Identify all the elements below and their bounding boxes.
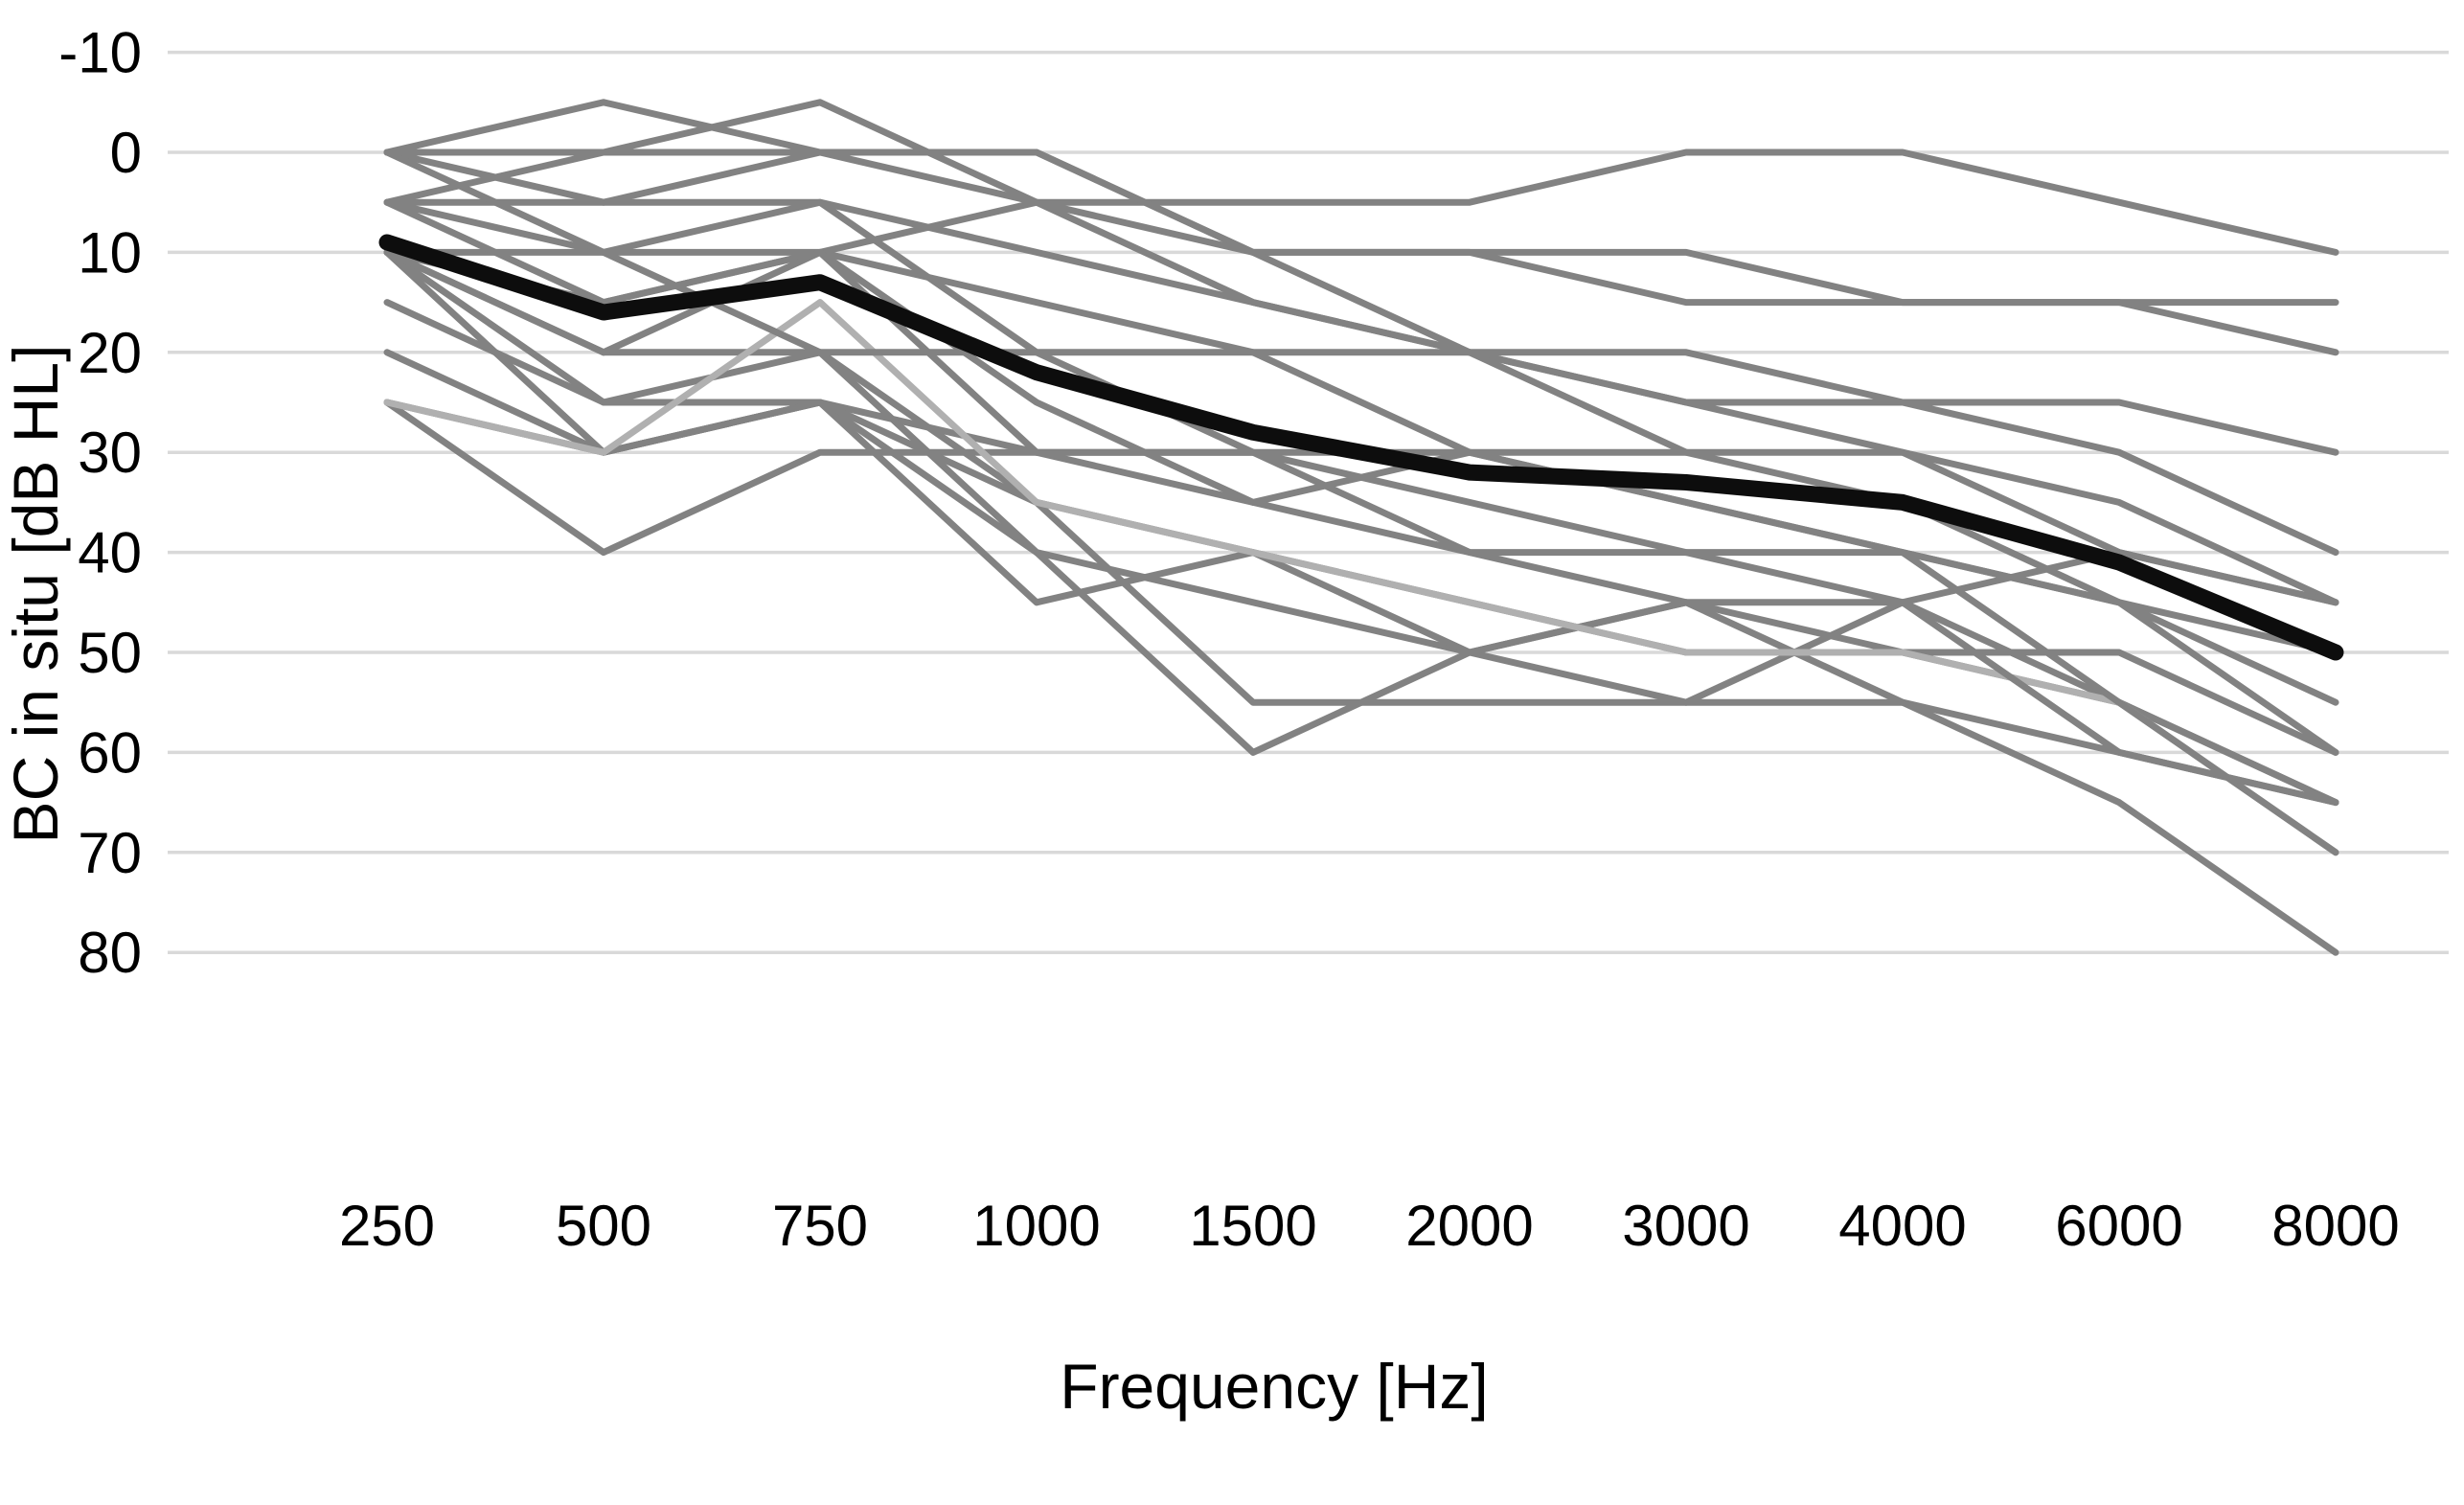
series-line-subject-2 bbox=[383, 148, 2339, 307]
x-tick-label-8000: 8000 bbox=[2271, 1194, 2399, 1258]
y-tick-label-80: 80 bbox=[78, 921, 142, 985]
series-line-subject-7 bbox=[383, 198, 2339, 557]
series-line-subject-16 bbox=[383, 198, 2339, 756]
x-tick-label-2000: 2000 bbox=[1405, 1194, 1533, 1258]
series-line-subject-5 bbox=[383, 148, 2339, 606]
series-line-subject-18 bbox=[383, 198, 2339, 656]
y-tick-label-60: 60 bbox=[78, 720, 142, 785]
x-tick-label-1500: 1500 bbox=[1189, 1194, 1316, 1258]
x-tick-label-250: 250 bbox=[339, 1194, 435, 1258]
x-axis-title: Frequency [Hz] bbox=[1060, 1351, 1489, 1422]
x-tick-label-500: 500 bbox=[556, 1194, 651, 1258]
y-tick-label-20: 20 bbox=[78, 321, 142, 385]
y-tick-label-30: 30 bbox=[78, 421, 142, 485]
y-tick-label--10: -10 bbox=[58, 21, 142, 85]
x-tick-label-3000: 3000 bbox=[1622, 1194, 1749, 1258]
x-tick-label-1000: 1000 bbox=[972, 1194, 1100, 1258]
y-tick-label-50: 50 bbox=[78, 621, 142, 685]
series-line-subject-6 bbox=[383, 248, 2339, 606]
y-tick-label-10: 10 bbox=[78, 220, 142, 285]
mean-line bbox=[378, 234, 2344, 661]
y-tick-label-40: 40 bbox=[78, 521, 142, 585]
x-tick-label-750: 750 bbox=[772, 1194, 868, 1258]
individual-series-lines bbox=[383, 99, 2339, 956]
y-tick-label-70: 70 bbox=[78, 821, 142, 885]
y-axis-title: BC in situ [dB HL] bbox=[0, 345, 71, 844]
x-axis-tick-labels: 250 500 750 1000 1500 2000 3000 4000 6000 8000 bbox=[339, 1194, 2400, 1258]
y-tick-label-0: 0 bbox=[110, 121, 142, 185]
x-tick-label-4000: 4000 bbox=[1838, 1194, 1966, 1258]
mean-series-line bbox=[378, 234, 2344, 661]
series-line-subject-14 bbox=[383, 248, 2339, 956]
y-axis-tick-labels: -10 0 10 20 30 40 50 60 70 80 bbox=[58, 21, 142, 986]
x-tick-label-6000: 6000 bbox=[2055, 1194, 2182, 1258]
